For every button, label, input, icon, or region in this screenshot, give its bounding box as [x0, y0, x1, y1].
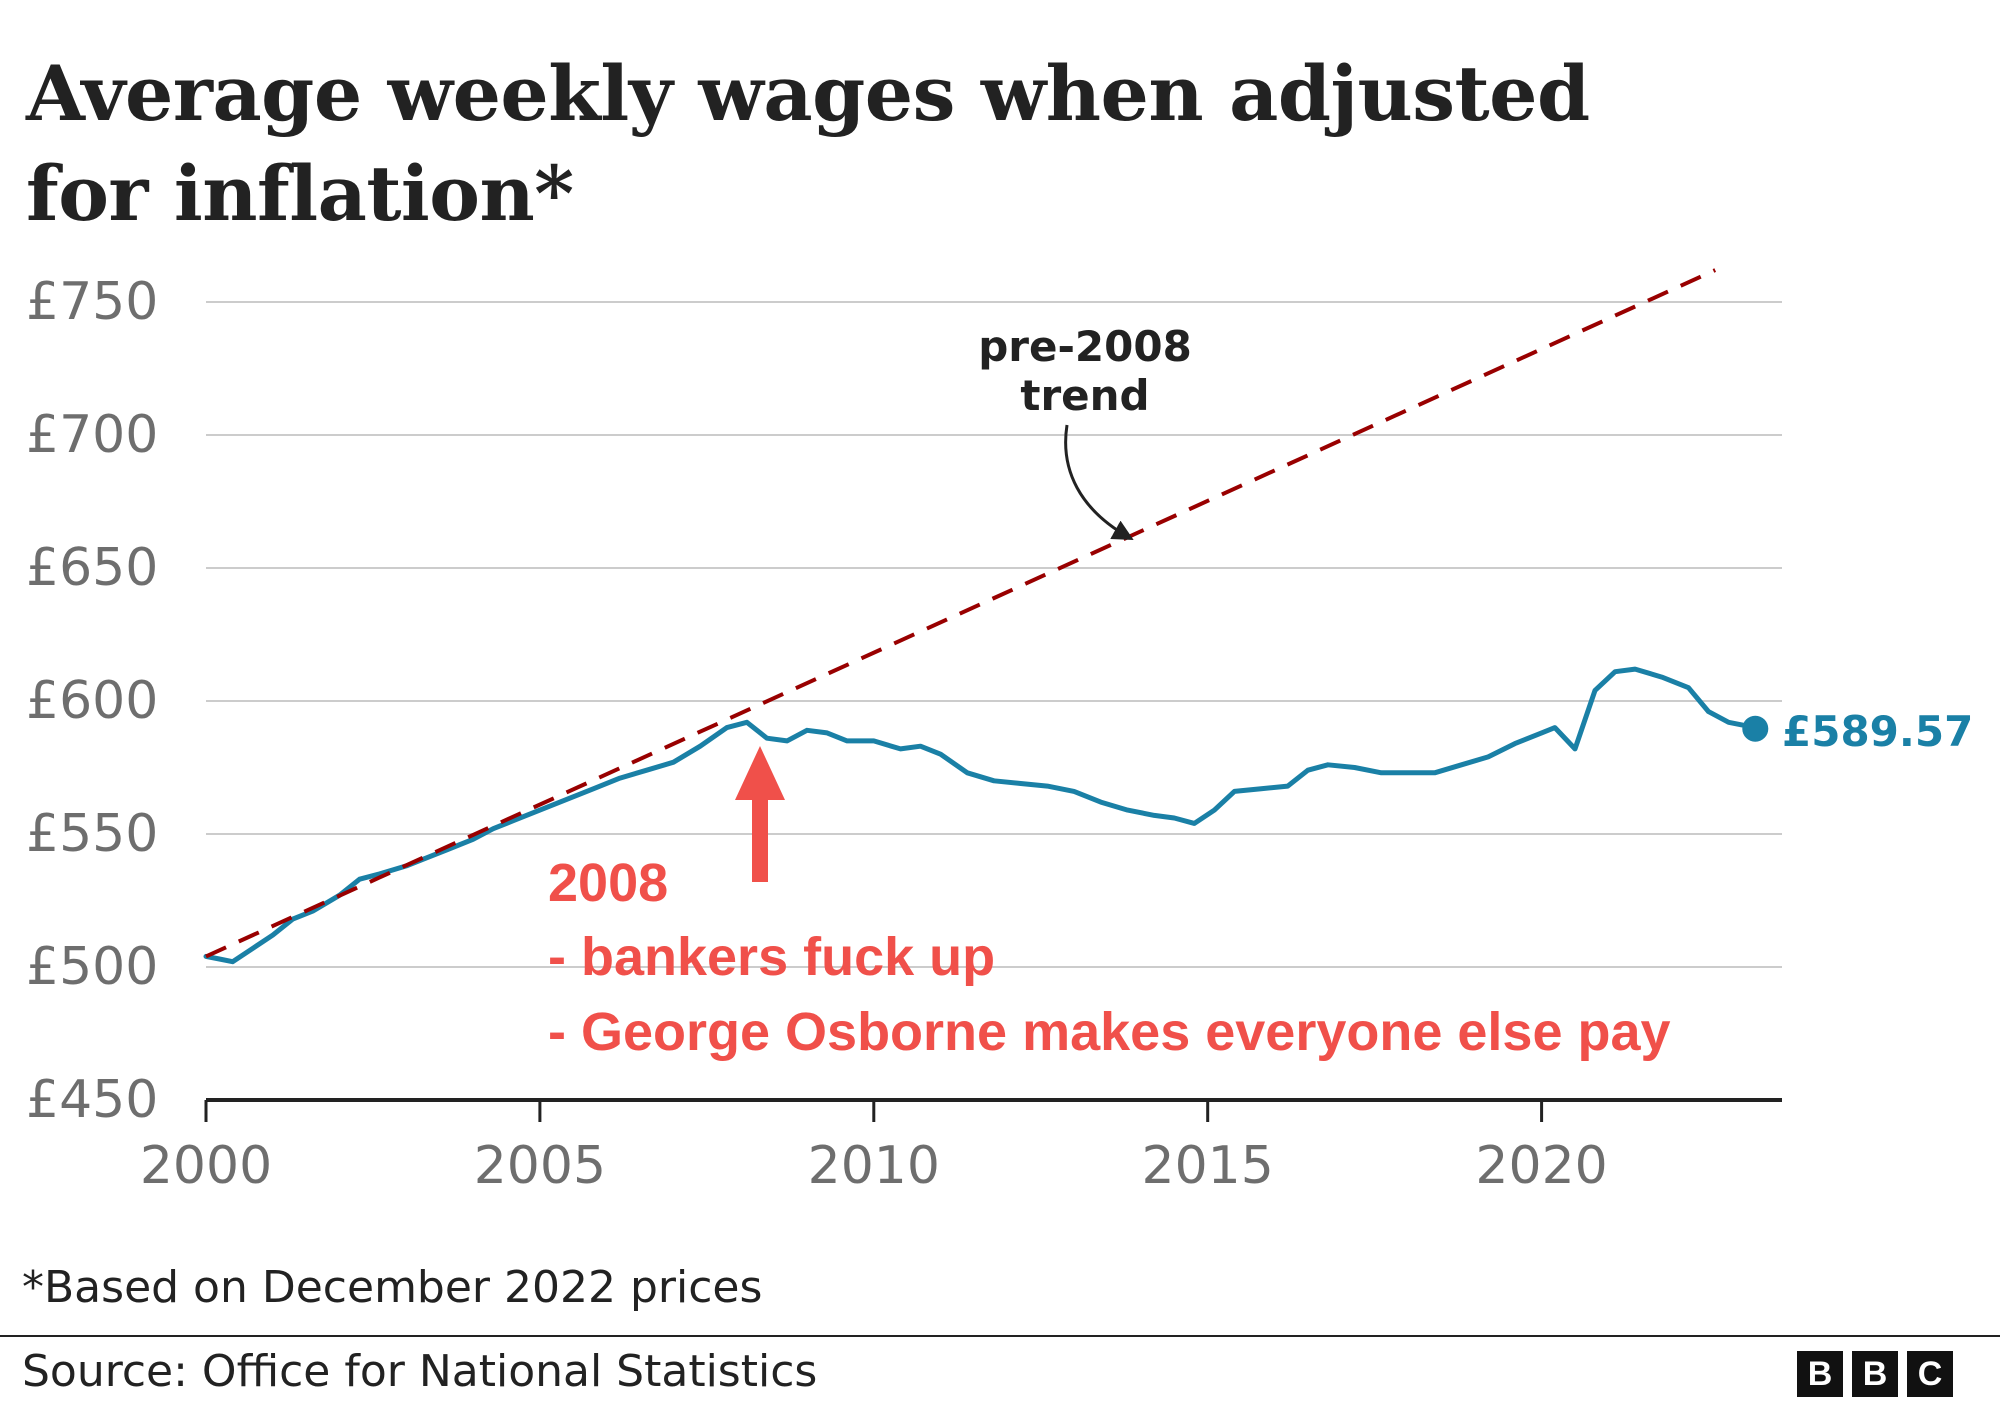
series-end-point-wages: [1742, 715, 1769, 742]
y-tick-label-550: £550: [26, 804, 158, 864]
y-tick-label-750: £750: [26, 272, 158, 332]
y-tick-label-650: £650: [26, 538, 158, 598]
chart-title: Average weekly wages when adjusted for i…: [26, 44, 1726, 244]
wages-chart: £450 £500 £550 £600 £650 £700 £750 2000 2005 201…: [26, 268, 1973, 1196]
annotation-up-arrow: [735, 746, 785, 882]
x-tick-label-2015: 2015: [1142, 1136, 1274, 1196]
series-line-wages: [203, 666, 1758, 965]
trend-pointer-arrow: [1064, 424, 1134, 541]
x-tick-label-2020: 2020: [1475, 1136, 1607, 1196]
footer-divider: [0, 1335, 2000, 1337]
bbc-logo: B B C: [1797, 1351, 1953, 1397]
y-tick-label-450: £450: [26, 1070, 158, 1130]
chart-title-line-1: Average weekly wages when adjusted: [26, 49, 1590, 138]
y-tick-label-500: £500: [26, 937, 158, 997]
logo-letter-b2: B: [1852, 1351, 1898, 1397]
series-line-pre_2008_trend: [205, 268, 1717, 959]
series-layer: [203, 268, 1769, 965]
y-tick-label-600: £600: [26, 671, 158, 731]
x-tick-label-2005: 2005: [474, 1136, 606, 1196]
annotation-line-1: 2008: [548, 853, 668, 913]
trend-label-line-1: pre-2008: [978, 322, 1192, 371]
x-tick-label-2010: 2010: [808, 1136, 940, 1196]
annotation-line-2: - bankers fuck up: [548, 927, 995, 987]
footnote: *Based on December 2022 prices: [22, 1262, 763, 1313]
source-note: Source: Office for National Statistics: [22, 1346, 818, 1397]
x-tick-label-2000: 2000: [140, 1136, 272, 1196]
logo-letter-b1: B: [1797, 1351, 1843, 1397]
logo-letter-c: C: [1907, 1351, 1953, 1397]
y-tick-label-700: £700: [26, 405, 158, 465]
annotation-line-3: - George Osborne makes everyone else pay: [548, 1002, 1671, 1062]
chart-title-line-2: for inflation*: [26, 149, 574, 238]
end-value-label: £589.57: [1782, 707, 1973, 756]
grid-lines: [204, 301, 1782, 1122]
x-tick-labels: 2000 2005 2010 2015 2020: [140, 1136, 1608, 1196]
trend-label-line-2: trend: [1020, 371, 1149, 420]
y-tick-labels: £450 £500 £550 £600 £650 £700 £750: [26, 272, 158, 1130]
